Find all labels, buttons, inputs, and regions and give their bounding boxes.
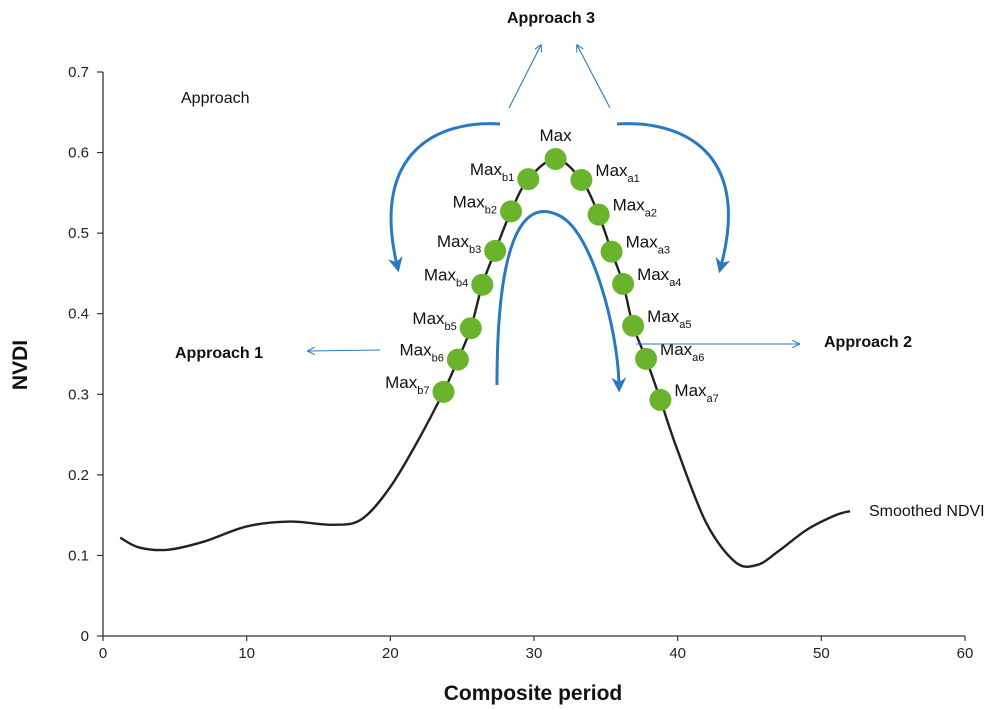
axes — [97, 71, 966, 641]
max-point-label-b6: Maxb6 — [399, 341, 443, 365]
max-point-label-subscript: b2 — [485, 204, 497, 216]
approach-arrows — [308, 45, 799, 393]
x-tick-label: 50 — [813, 645, 830, 662]
series-label: Smoothed NDVI — [869, 503, 985, 520]
max-point-label-a5: Maxa5 — [647, 307, 691, 331]
max-point-label-subscript: a5 — [679, 319, 691, 331]
x-tick-label: 10 — [238, 645, 255, 662]
max-point-label-subscript: b6 — [432, 353, 444, 365]
x-tick-label: 30 — [526, 645, 543, 662]
max-point-b5 — [459, 317, 482, 340]
max-point-label-base: Max — [674, 381, 707, 400]
max-point-label-b5: Maxb5 — [412, 309, 456, 333]
max-point-a2 — [587, 203, 610, 226]
approach-1-arrow — [308, 350, 381, 351]
max-point-label-base: Max — [453, 192, 486, 211]
smoothed-ndvi-line — [119, 157, 851, 568]
max-point-a7 — [649, 388, 672, 411]
max-point-label-base: Max — [626, 233, 659, 252]
max-point-label-subscript: a2 — [645, 208, 657, 220]
max-point-label-subscript: a3 — [658, 245, 670, 257]
approach-2-label: Approach 2 — [824, 334, 912, 351]
x-tick-label: 60 — [957, 645, 974, 662]
x-tick-label: 0 — [99, 645, 107, 662]
max-point — [544, 148, 567, 171]
max-point-a4 — [612, 272, 635, 295]
approach-3-label: Approach 3 — [507, 10, 595, 27]
max-point-label-b7: Maxb7 — [385, 373, 429, 397]
max-point-label-subscript: b5 — [445, 321, 457, 333]
x-axis-title: Composite period — [444, 682, 623, 705]
max-point-label-a1: Maxa1 — [595, 161, 639, 185]
approach-label: Approach — [181, 90, 250, 107]
max-point-label-base: Max — [412, 309, 445, 328]
max-point-label-a2: Maxa2 — [613, 196, 657, 220]
max-point-a6 — [635, 347, 658, 370]
y-tick-label: 0.4 — [68, 306, 89, 323]
max-point-label-a4: Maxa4 — [637, 265, 681, 289]
max-point-label-base: Max — [539, 126, 572, 145]
max-point-label-base: Max — [399, 341, 432, 360]
max-point-label-base: Max — [647, 307, 680, 326]
max-point-label: Max — [539, 126, 572, 145]
y-tick-label: 0.7 — [68, 64, 89, 81]
max-point-label-base: Max — [424, 266, 457, 285]
y-tick-label: 0.5 — [68, 225, 89, 242]
approach-3-arrow-right — [577, 45, 611, 109]
max-point-b6 — [446, 348, 469, 371]
max-point-label-subscript: b1 — [502, 172, 514, 184]
x-tick-label: 40 — [669, 645, 686, 662]
y-tick-label: 0.6 — [68, 145, 89, 162]
y-axis-title: NVDI — [9, 340, 32, 390]
max-point-a1 — [570, 168, 593, 191]
max-point-label-base: Max — [470, 160, 503, 179]
max-point-label-subscript: a6 — [692, 352, 704, 364]
y-tick-label: 0.3 — [68, 386, 89, 403]
max-point-labels: Maxb7Maxb6Maxb5Maxb4Maxb3Maxb2Maxb1MaxMa… — [385, 126, 719, 405]
max-point-label-a7: Maxa7 — [674, 381, 718, 405]
max-point-label-subscript: a4 — [669, 277, 681, 289]
max-points — [432, 148, 672, 411]
tick-labels: 0 10 20 30 40 50 60 0 0.1 0.2 0.3 0.4 0.5 0.6 0.7 — [68, 64, 973, 662]
max-point-label-a3: Maxa3 — [626, 233, 670, 257]
max-point-label-subscript: a1 — [628, 173, 640, 185]
max-point-label-subscript: b7 — [417, 385, 429, 397]
approach-3-inner-arrow — [495, 210, 627, 393]
max-point-label-b3: Maxb3 — [437, 232, 481, 256]
max-point-b7 — [432, 380, 455, 403]
max-point-label-subscript: b3 — [469, 244, 481, 256]
x-tick-label: 20 — [382, 645, 399, 662]
approach-2-curved-arrow — [616, 122, 731, 274]
approach-1-curved-arrow — [387, 122, 501, 273]
max-point-label-base: Max — [613, 196, 646, 215]
max-point-b4 — [471, 273, 494, 296]
max-point-a5 — [622, 314, 645, 337]
max-point-label-a6: Maxa6 — [660, 340, 704, 364]
max-point-label-subscript: a7 — [707, 393, 719, 405]
approach-1-label: Approach 1 — [175, 345, 263, 362]
y-tick-label: 0.1 — [68, 547, 89, 564]
max-point-label-subscript: b4 — [456, 278, 468, 290]
max-point-b1 — [517, 168, 540, 191]
max-point-b3 — [484, 239, 507, 262]
max-point-label-base: Max — [637, 265, 670, 284]
max-point-label-base: Max — [595, 161, 628, 180]
max-point-label-b1: Maxb1 — [470, 160, 514, 184]
approach-3-arrow-left — [508, 45, 541, 109]
max-point-a3 — [600, 240, 623, 263]
max-point-label-b4: Maxb4 — [424, 266, 468, 290]
max-point-b2 — [500, 200, 523, 223]
y-tick-label: 0 — [81, 628, 89, 645]
max-point-label-base: Max — [437, 232, 470, 251]
max-point-label-base: Max — [385, 373, 418, 392]
y-tick-label: 0.2 — [68, 467, 89, 484]
max-point-label-b2: Maxb2 — [453, 192, 497, 216]
max-point-label-base: Max — [660, 340, 693, 359]
